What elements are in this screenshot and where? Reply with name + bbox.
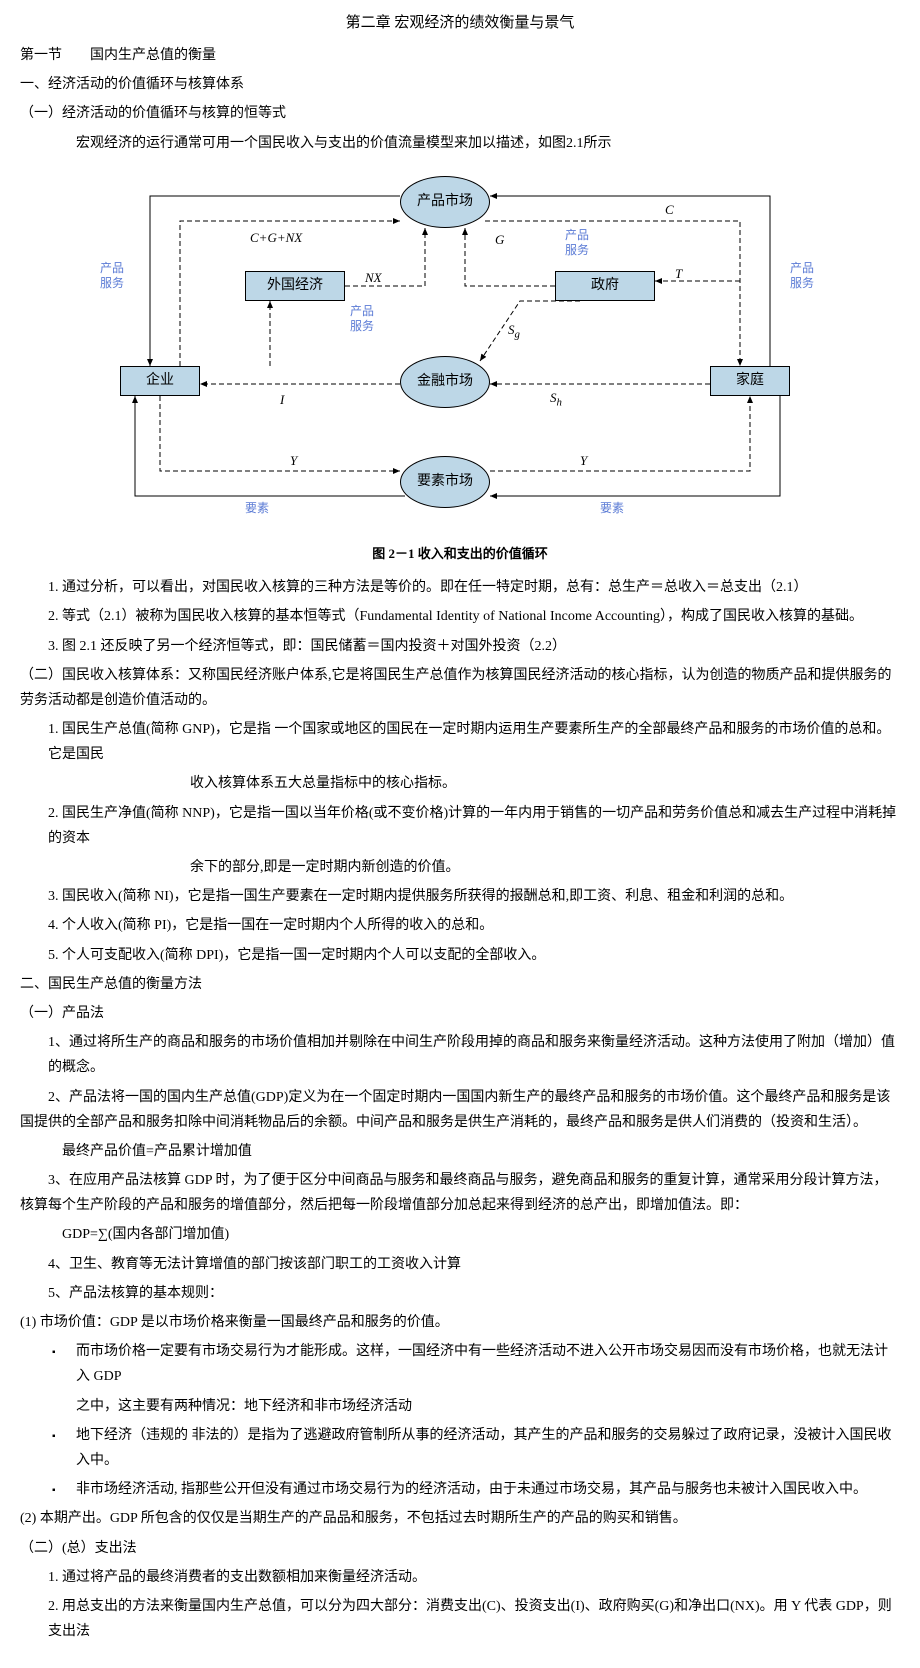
- node-product-market: 产品市场: [400, 176, 490, 228]
- rule-1: (1) 市场价值：GDP 是以市场价格来衡量一国最终产品和服务的价值。: [20, 1310, 900, 1335]
- formula-2: GDP=∑(国内各部门增加值): [20, 1222, 900, 1247]
- sub-2: （二）国民收入核算体系：又称国民经济账户体系,它是将国民生产总值作为核算国民经济…: [20, 663, 900, 713]
- m2-2: 2. 用总支出的方法来衡量国内生产总值，可以分为四大部分：消费支出(C)、投资支…: [20, 1594, 900, 1644]
- label-sh: Sh: [550, 386, 562, 413]
- node-household: 家庭: [710, 366, 790, 396]
- side-bottom-right: 要素: [600, 501, 624, 517]
- def-gnp-cont: 收入核算体系五大总量指标中的核心指标。: [20, 771, 900, 796]
- label-t: T: [675, 262, 682, 285]
- side-bottom-left: 要素: [245, 501, 269, 517]
- para-2: 2. 等式（2.1）被称为国民收入核算的基本恒等式（Fundamental Id…: [20, 604, 900, 629]
- def-nnp-cont: 余下的部分,即是一定时期内新创造的价值。: [20, 855, 900, 880]
- bullet-1-cont: 之中，这主要有两种情况：地下经济和非市场经济活动: [20, 1394, 900, 1419]
- m1-4: 4、卫生、教育等无法计算增值的部门按该部门职工的工资收入计算: [20, 1252, 900, 1277]
- m1-3: 3、在应用产品法核算 GDP 时，为了便于区分中间商品与服务和最终商品与服务，避…: [20, 1168, 900, 1218]
- m1-1: 1、通过将所生产的商品和服务的市场价值相加并剔除在中间生产阶段用掉的商品和服务来…: [20, 1030, 900, 1080]
- intro-line: 宏观经济的运行通常可用一个国民收入与支出的价值流量模型来加以描述，如图2.1所示: [76, 131, 900, 156]
- side-right-top: 产品 服务: [790, 261, 814, 292]
- node-financial: 金融市场: [400, 356, 490, 408]
- rule-2: (2) 本期产出。GDP 所包含的仅仅是当期生产的产品品和服务，不包括过去时期所…: [20, 1506, 900, 1531]
- heading-2: 二、国民生产总值的衡量方法: [20, 972, 900, 997]
- def-gnp: 1. 国民生产总值(简称 GNP)，它是指 一个国家或地区的国民在一定时期内运用…: [20, 717, 900, 767]
- bullet-2: 地下经济（违规的 非法的）是指为了逃避政府管制所从事的经济活动，其产生的产品和服…: [20, 1423, 900, 1473]
- chapter-title: 第二章 宏观经济的绩效衡量与景气: [20, 10, 900, 37]
- label-y-left: Y: [290, 449, 297, 472]
- diagram-caption: 图 2－1 收入和支出的价值循环: [20, 542, 900, 565]
- m2-1: 1. 通过将产品的最终消费者的支出数额相加来衡量经济活动。: [20, 1565, 900, 1590]
- label-nx: NX: [365, 266, 382, 289]
- node-factor: 要素市场: [400, 456, 490, 508]
- label-c: C: [665, 198, 674, 221]
- para-3: 3. 图 2.1 还反映了另一个经济恒等式，即：国民储蓄＝国内投资＋对国外投资（…: [20, 634, 900, 659]
- node-government: 政府: [555, 271, 655, 301]
- def-pi: 4. 个人收入(简称 PI)，它是指一国在一定时期内个人所得的收入的总和。: [20, 913, 900, 938]
- side-left-top: 产品 服务: [100, 261, 124, 292]
- def-ni: 3. 国民收入(简称 NI)，它是指一国生产要素在一定时期内提供服务所获得的报酬…: [20, 884, 900, 909]
- para-1: 1. 通过分析，可以看出，对国民收入核算的三种方法是等价的。即在任一特定时期，总…: [20, 575, 900, 600]
- def-dpi: 5. 个人可支配收入(简称 DPI)，它是指一国一定时期内个人可以支配的全部收入…: [20, 943, 900, 968]
- method-1-title: （一）产品法: [20, 1001, 900, 1026]
- formula-1: 最终产品价值=产品累计增加值: [20, 1139, 900, 1164]
- circular-flow-diagram: 产品市场 外国经济 政府 企业 金融市场 家庭 要素市场 C+G+NX NX G…: [100, 166, 820, 536]
- bullet-3: 非市场经济活动, 指那些公开但没有通过市场交易行为的经济活动，由于未通过市场交易…: [20, 1477, 900, 1502]
- node-foreign: 外国经济: [245, 271, 345, 301]
- heading-1: 一、经济活动的价值循环与核算体系: [20, 72, 900, 97]
- m1-5: 5、产品法核算的基本规则：: [20, 1281, 900, 1306]
- bullet-1: 而市场价格一定要有市场交易行为才能形成。这样，一国经济中有一些经济活动不进入公开…: [20, 1339, 900, 1389]
- node-enterprise: 企业: [120, 366, 200, 396]
- section-1: 第一节 国内生产总值的衡量: [20, 43, 900, 68]
- label-sg: Sg: [508, 318, 520, 345]
- label-y-right: Y: [580, 449, 587, 472]
- def-nnp: 2. 国民生产净值(简称 NNP)，它是指一国以当年价格(或不变价格)计算的一年…: [20, 801, 900, 851]
- method-2-title: （二）(总）支出法: [20, 1536, 900, 1561]
- m1-2: 2、产品法将一国的国内生产总值(GDP)定义为在一个固定时期内一国国内新生产的最…: [20, 1085, 900, 1135]
- side-g-below: 产品 服务: [565, 228, 589, 259]
- label-cgnx: C+G+NX: [250, 226, 302, 249]
- sub-1: （一）经济活动的价值循环与核算的恒等式: [20, 101, 900, 126]
- label-g: G: [495, 228, 504, 251]
- label-i: I: [280, 388, 284, 411]
- side-nx-below: 产品 服务: [350, 304, 374, 335]
